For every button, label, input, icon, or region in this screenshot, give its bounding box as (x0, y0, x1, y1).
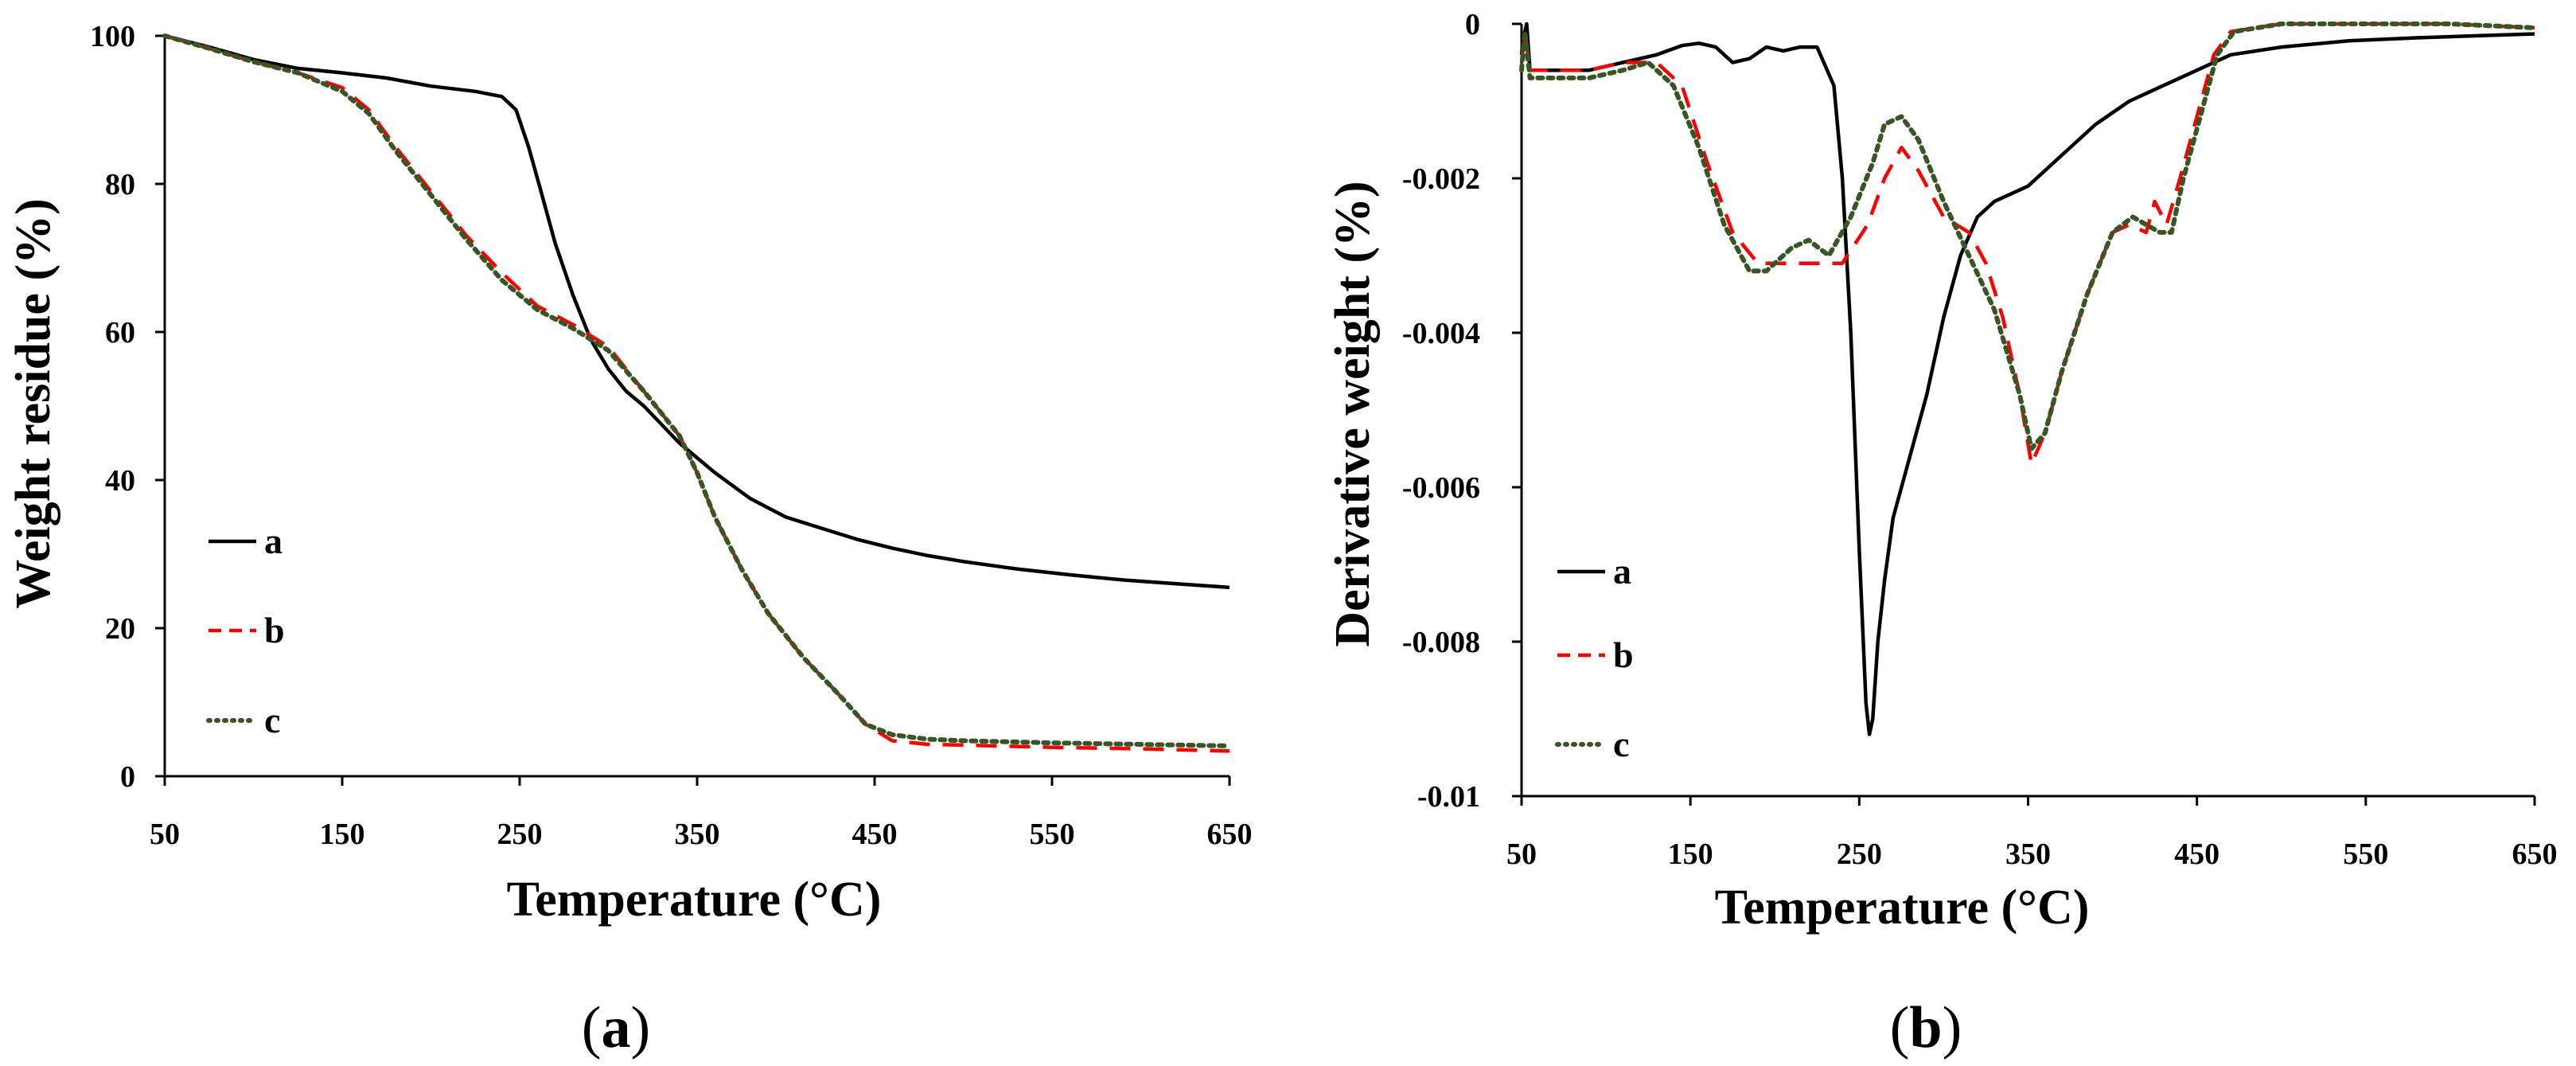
legend-label-a: a (264, 521, 283, 561)
x-tick-label: 250 (1837, 838, 1882, 871)
series-line-a (1519, 21, 2535, 736)
y-tick-label: 60 (105, 316, 135, 349)
y-tick-label: -0.002 (1402, 162, 1480, 196)
series-line-a (164, 33, 1230, 590)
x-axis-label: Temperature (°C) (1715, 881, 2090, 935)
panel-a-chart: Weight residue (%) Temperature (°C) (a) … (6, 20, 1253, 1060)
y-axis-label: Weight residue (%) (6, 198, 60, 609)
x-tick-label: 50 (150, 818, 180, 851)
legend-label-b: b (1613, 635, 1634, 675)
y-tick-label: -0.01 (1417, 780, 1480, 814)
x-tick-label: 650 (2512, 838, 2558, 871)
y-tick-label: -0.006 (1402, 471, 1480, 505)
y-tick-label: 0 (1465, 8, 1480, 41)
series-line-c (162, 33, 1232, 748)
legend-label-c: c (1613, 724, 1629, 764)
x-tick-label: 450 (2174, 838, 2219, 871)
y-tick-label: 20 (105, 612, 135, 646)
y-tick-label: 80 (105, 168, 135, 201)
x-tick-label: 150 (320, 818, 365, 851)
y-tick-label: -0.008 (1402, 626, 1480, 659)
x-tick-label: 550 (2343, 838, 2388, 871)
y-tick-label: -0.004 (1402, 317, 1480, 350)
x-tick-label: 150 (1668, 838, 1713, 871)
x-tick-label: 50 (1506, 838, 1537, 871)
y-tick-label: 100 (90, 20, 135, 53)
x-tick-label: 350 (675, 818, 720, 851)
x-axis-label: Temperature (°C) (507, 873, 882, 927)
panel-caption: (a) (582, 995, 650, 1060)
legend-label-b: b (264, 610, 285, 650)
y-axis-label: Derivative weight (%) (1326, 181, 1380, 646)
panel-b-chart: Derivative weight (%) Temperature (°C) (… (1326, 8, 2558, 1060)
x-tick-label: 550 (1030, 818, 1075, 851)
legend-label-c: c (264, 700, 280, 740)
x-tick-label: 250 (497, 818, 543, 851)
panel-label: a (602, 995, 631, 1060)
series-line-c (1519, 21, 2537, 451)
legend-label-a: a (1613, 551, 1631, 592)
series-line-b (1519, 21, 2535, 467)
series-line-b (164, 33, 1230, 753)
y-tick-label: 0 (120, 760, 135, 794)
x-tick-label: 450 (852, 818, 898, 851)
x-tick-label: 650 (1207, 818, 1253, 851)
panel-caption: (b) (1890, 995, 1962, 1060)
x-tick-label: 350 (2005, 838, 2051, 871)
panel-label: b (1909, 995, 1942, 1060)
y-tick-label: 40 (105, 464, 135, 498)
